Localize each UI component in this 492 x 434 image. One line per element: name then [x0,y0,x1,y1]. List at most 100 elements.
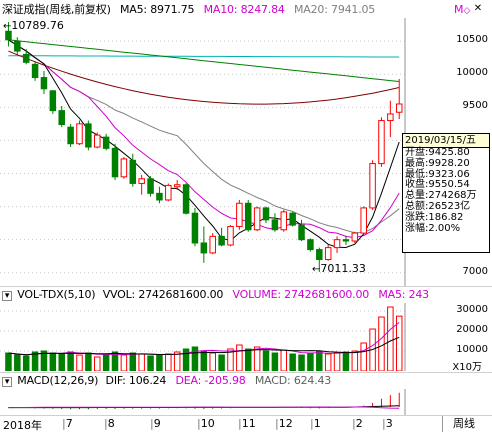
candle-body [271,219,279,231]
candle [5,21,12,47]
candle [262,206,270,224]
volume-bar [360,342,367,371]
volume-bar [395,315,403,371]
ma10-label: MA10: 8247.84 [203,3,285,16]
volume-bar [40,350,48,371]
tooltip-row-value: 186.82 [428,211,464,223]
candle-body [209,235,216,254]
tooltip-row-label: 涨幅 [405,222,425,234]
candle [40,70,48,95]
volume-bar [138,353,145,371]
candle-body [253,207,261,231]
candle [147,176,154,197]
time-axis: 2018年 |7 |8 |9 |10 |11 |12 |1 |2 |3 [0,417,405,433]
price-tick: 10000 [456,67,488,79]
candle [253,206,261,232]
macd-panel-divider [0,372,492,373]
tooltip-row: 开盘:9425.80 [405,147,470,158]
volume-bar [316,350,323,371]
tooltip-row: 最低:9323.06 [405,168,470,180]
candle-body [40,77,48,90]
candle-body [316,249,323,261]
volume-bar [129,352,137,371]
volume-bar [324,353,332,371]
price-chart[interactable] [0,18,492,286]
volume-bar [85,352,92,371]
candle [333,236,341,253]
volume-tick: 10000 [456,344,488,355]
candle [360,206,367,235]
candle [102,133,110,151]
candle [271,213,279,232]
volume-bar [209,352,216,371]
tooltip-row-label: 最低 [405,168,425,180]
candle-body [31,63,39,79]
candle [111,143,119,181]
candle-body [307,239,314,251]
candle-body [111,147,119,178]
close-icon[interactable]: ✕ [473,3,483,14]
time-label-text: 8 [107,417,115,430]
volume-bar [200,350,208,371]
time-label: |12 [275,417,293,430]
candle [156,186,163,204]
candle [289,211,296,227]
volume-bar [111,351,119,371]
volume-bar [156,354,163,371]
volume-bar [22,355,30,371]
volume-chart[interactable] [0,303,492,371]
dif-label: DIF: 106.24 [105,374,167,387]
candle [351,231,359,243]
time-label: |10 [197,417,215,430]
volume-panel-divider [0,286,492,287]
tooltip-row: 总量:274268万 [405,190,477,202]
time-label: |2 [352,417,363,430]
high-marker-value: 10789.76 [11,19,64,32]
time-label-text: 11 [241,417,256,430]
volume-bar [182,348,190,371]
low-marker: ←7011.33 [312,262,366,275]
candle-body [200,242,208,254]
candle [58,106,65,128]
macd-toggle-icon[interactable]: ▾ [2,377,12,387]
tooltip-row-label: 总额 [405,200,425,212]
vvol-label: VVOL: 2742681600.00 [102,288,224,301]
candle [49,90,57,114]
candle [129,153,137,187]
volume-bar [342,351,350,371]
candle-body [165,184,172,201]
volume-bar [120,354,128,371]
volume-toggle-icon[interactable]: ▾ [2,291,12,301]
tooltip-row-value: 2.00% [428,222,461,234]
volume-bar [333,352,341,371]
candle [138,174,145,195]
time-axis-divider [0,415,492,416]
volume-bar [173,351,181,371]
macd-label: MACD: 624.43 [254,374,332,387]
macd-chart[interactable] [0,389,492,415]
candle [342,235,350,245]
tooltip-row-value: 26523亿 [428,200,471,212]
candle [200,226,208,263]
time-label: |9 [150,417,161,430]
volume-bar [351,350,359,371]
ma120-line [8,50,400,105]
price-tick: 9500 [462,100,488,112]
index-name: 深证成指(周线,前复权) [2,3,111,16]
candle [173,180,181,191]
dea-label: DEA: -205.98 [175,374,246,387]
candle-body [120,158,128,178]
candle-body [67,126,74,145]
candle-body [94,134,101,148]
candle-body [218,235,225,246]
period-button[interactable]: 周线 [442,416,475,432]
ma60-line [8,39,400,82]
volume-bar [298,354,305,371]
ma10-line [8,39,400,239]
volume-bar [58,353,65,371]
indicator-menu-button[interactable]: M◇ [454,2,470,18]
time-label: |7 [62,417,73,430]
time-label-text: 3 [385,417,393,430]
candle-body [378,120,385,165]
volume-bar [14,354,21,371]
